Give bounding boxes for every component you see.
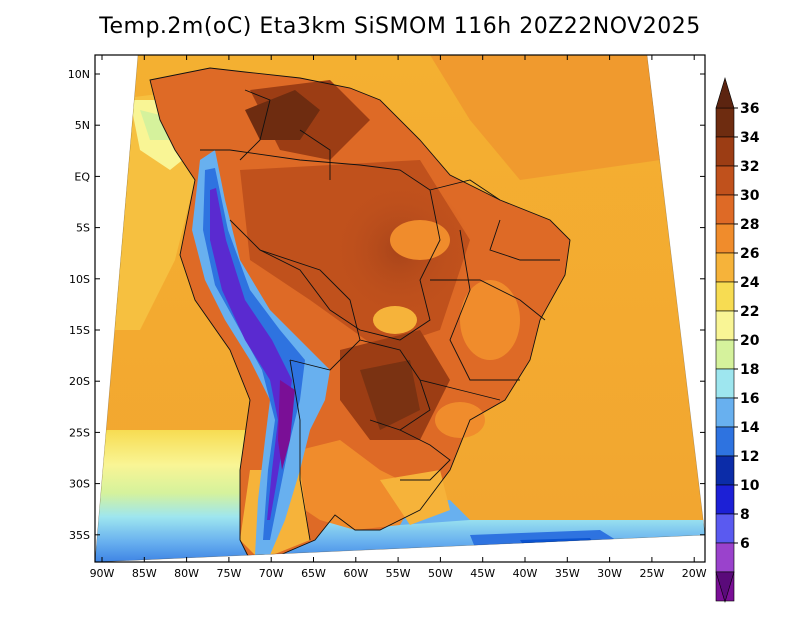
- colorbar-swatch: [715, 397, 735, 428]
- lon-tick-label: 25W: [639, 567, 664, 580]
- lat-tick-label: 20S: [69, 375, 90, 388]
- colorbar-swatch: [715, 281, 735, 312]
- warm-patch-4: [435, 402, 485, 438]
- colorbar-swatch: [715, 194, 735, 225]
- lat-tick-label: 25S: [69, 426, 90, 439]
- map-field: [95, 55, 705, 562]
- colorbar-label: 32: [740, 159, 759, 175]
- colorbar-swatch: [715, 426, 735, 457]
- colorbar-label: 12: [740, 449, 759, 465]
- plot-frame: [94, 54, 706, 563]
- lat-tick-label: EQ: [74, 170, 90, 183]
- colorbar-swatch: [715, 455, 735, 486]
- colorbar-swatch: [715, 513, 735, 544]
- colorbar-label: 34: [740, 130, 760, 146]
- lon-tick-label: 55W: [386, 567, 411, 580]
- colorbar-label: 8: [740, 507, 750, 523]
- colorbar-label: 26: [740, 246, 759, 262]
- colorbar-swatch: [715, 165, 735, 196]
- lon-tick-label: 30W: [597, 567, 622, 580]
- colorbar-label: 10: [740, 478, 760, 494]
- hottest-region-paraguay: [360, 360, 420, 430]
- latitude-ticks: 10N 5N EQ 5S 10S 15S 20S 25S 30S 35S: [68, 68, 705, 542]
- lat-tick-label: 15S: [69, 324, 90, 337]
- andes-peak-cold: [278, 380, 295, 470]
- colorbar-swatch: [715, 542, 735, 573]
- lon-tick-label: 70W: [259, 567, 284, 580]
- lon-tick-label: 45W: [470, 567, 495, 580]
- colorbar-swatch: [715, 339, 735, 370]
- lat-tick-label: 5S: [76, 222, 90, 235]
- lat-tick-label: 10N: [68, 68, 90, 81]
- longitude-ticks: 90W 85W 80W 75W 70W 65W 60W 55W 50W 45W 40W 35W 30W 2…: [90, 55, 707, 580]
- warm-patch-3: [373, 306, 417, 334]
- lon-tick-label: 50W: [428, 567, 453, 580]
- warm-patch-1: [390, 220, 450, 260]
- colorbar-label: 24: [740, 275, 760, 291]
- colorbar-label: 28: [740, 217, 759, 233]
- colorbar: 36 34 32 30 28 26 24 22 20 18 16 14 12 10 8 6: [715, 76, 760, 604]
- colorbar-swatch: [715, 368, 735, 399]
- colorbar-label: 20: [740, 333, 760, 349]
- hottest-region-venezuela: [245, 90, 320, 140]
- lon-tick-label: 80W: [174, 567, 199, 580]
- lat-tick-label: 35S: [69, 529, 90, 542]
- map-title: Temp.2m(oC) Eta3km SiSMOM 116h 20Z22NOV2…: [99, 14, 701, 39]
- argentina-warm-area: [290, 440, 420, 530]
- colorbar-swatch: [715, 310, 735, 341]
- colorbar-label: 22: [740, 304, 759, 320]
- colorbar-label: 18: [740, 362, 759, 378]
- colorbar-swatch: [715, 136, 735, 167]
- country-borders: [149, 67, 571, 561]
- colorbar-label: 16: [740, 391, 759, 407]
- colorbar-label: 6: [740, 536, 750, 552]
- uruguay-area: [380, 470, 450, 525]
- colorbar-swatch: [715, 484, 735, 515]
- atlantic-warm-area: [430, 55, 660, 180]
- lon-tick-label: 75W: [216, 567, 241, 580]
- lon-tick-label: 20W: [682, 567, 707, 580]
- andes-coldest-strip: [210, 188, 292, 520]
- colorbar-label: 30: [740, 188, 760, 204]
- lat-tick-label: 5N: [75, 119, 90, 132]
- warm-patch-2: [460, 280, 520, 360]
- colorbar-label: 14: [740, 420, 760, 436]
- colorbar-swatch: [715, 223, 735, 254]
- lon-tick-label: 85W: [132, 567, 157, 580]
- lon-tick-label: 60W: [343, 567, 368, 580]
- lon-tick-label: 90W: [90, 567, 115, 580]
- lat-tick-label: 10S: [69, 273, 90, 286]
- lon-tick-label: 35W: [555, 567, 580, 580]
- lon-tick-label: 40W: [513, 567, 538, 580]
- colorbar-swatch: [715, 107, 735, 138]
- colorbar-arrow-bottom: [715, 571, 735, 604]
- lon-tick-label: 65W: [301, 567, 326, 580]
- colorbar-swatch: [715, 252, 735, 283]
- colorbar-label: 36: [740, 101, 759, 117]
- colorbar-arrow-top: [715, 76, 735, 109]
- lat-tick-label: 30S: [69, 478, 90, 491]
